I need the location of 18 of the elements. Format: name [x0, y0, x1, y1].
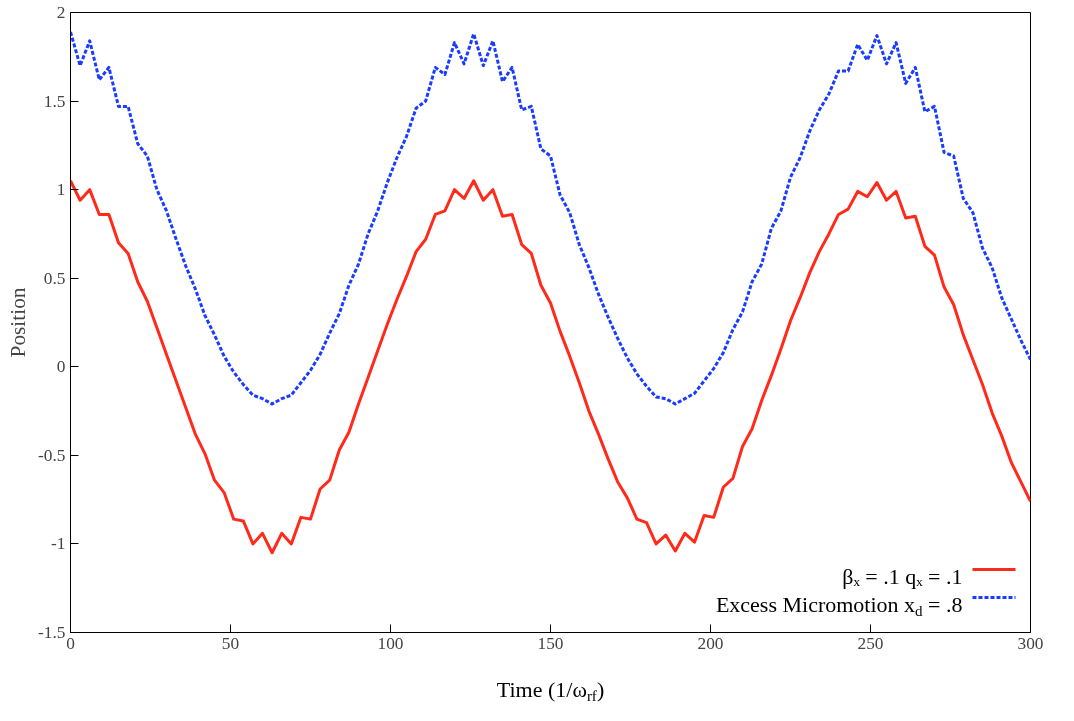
y-tick-label: -1	[51, 534, 66, 554]
y-tick-label: -1.5	[38, 623, 66, 642]
y-tick-label: -0.5	[38, 445, 66, 465]
x-tick-label: 50	[221, 633, 240, 653]
line-series	[70, 30, 1031, 406]
x-tick-label: 150	[537, 633, 564, 653]
x-tick-label: 100	[377, 633, 404, 653]
y-axis-title: Position	[6, 287, 31, 358]
y-tick-label: 0	[56, 357, 66, 377]
x-tick-label: 200	[697, 633, 724, 653]
x-tick-label: 250	[857, 633, 884, 653]
x-tick-label: 300	[1017, 633, 1044, 653]
legend-label: βₓ = .1 qₓ = .1	[842, 564, 963, 589]
line-series	[70, 179, 1031, 555]
y-tick-label: 2	[56, 3, 66, 22]
y-tick-label: 1	[56, 180, 66, 200]
y-tick-label: 0.5	[43, 268, 66, 288]
y-tick-label: 1.5	[43, 91, 66, 111]
